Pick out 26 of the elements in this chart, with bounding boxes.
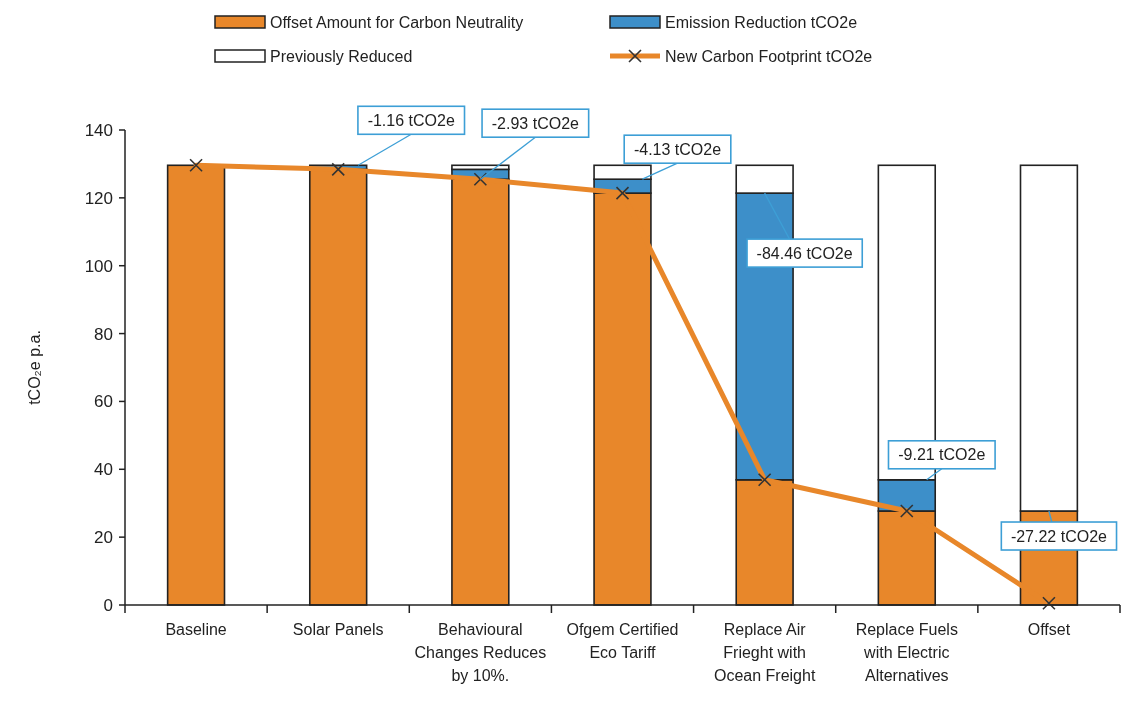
y-tick-label: 40 bbox=[94, 460, 113, 480]
x-tick-label: Offset bbox=[1027, 621, 1071, 638]
x-tick-label: Baseline bbox=[165, 621, 227, 638]
legend-label: Previously Reduced bbox=[270, 48, 413, 65]
annotation: -1.16 tCO2e bbox=[367, 111, 455, 129]
legend-label: Offset Amount for Carbon Neutrality bbox=[270, 14, 524, 31]
y-axis-title: tCO₂e p.a. bbox=[26, 330, 43, 405]
annotation: -2.93 tCO2e bbox=[491, 114, 580, 132]
x-tick-label: Replace Air Frieght with Ocean Freight bbox=[713, 621, 816, 684]
annotation: -9.21 tCO2e bbox=[898, 446, 986, 464]
y-tick-label: 120 bbox=[84, 188, 113, 208]
annotation: -4.13 tCO2e bbox=[633, 140, 722, 158]
x-tick-label: Ofgem Certified Eco Tariff bbox=[566, 621, 679, 661]
y-tick-label: 140 bbox=[84, 121, 113, 140]
x-tick-label: Replace Fuels with Electric Alternatives bbox=[855, 621, 958, 684]
y-tick-label: 80 bbox=[94, 324, 113, 344]
y-tick-label: 100 bbox=[84, 256, 113, 276]
annotation: -27.22 tCO2e bbox=[1010, 527, 1108, 545]
x-tick-label: Solar Panels bbox=[292, 621, 384, 638]
legend-label: Emission Reduction tCO2e bbox=[665, 14, 858, 31]
annotation: -84.46 tCO2e bbox=[756, 244, 853, 262]
y-tick-label: 20 bbox=[94, 528, 113, 548]
x-tick-label: Behavioural Changes Reduces by 10%. bbox=[414, 621, 547, 684]
y-tick-label: 60 bbox=[94, 392, 113, 412]
legend-label: New Carbon Footprint tCO2e bbox=[665, 48, 873, 65]
y-tick-label: 0 bbox=[103, 596, 113, 615]
